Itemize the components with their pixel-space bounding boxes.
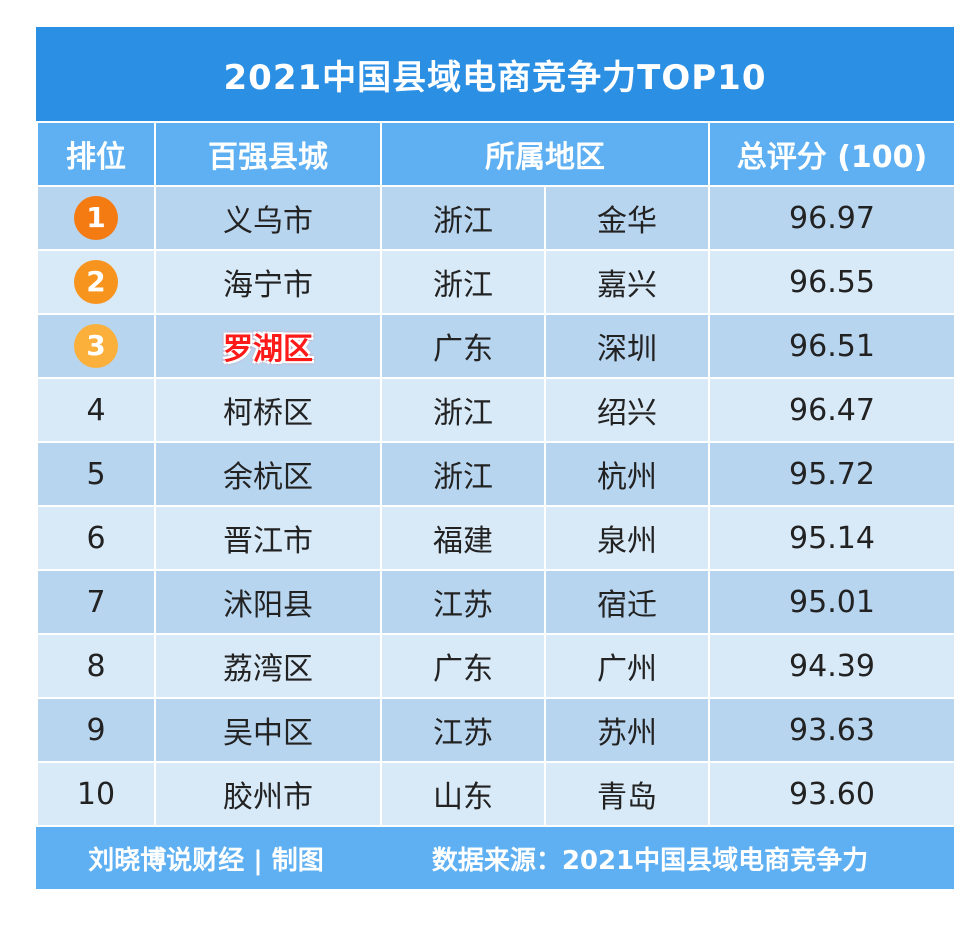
city-cell: 宿迁 — [544, 569, 710, 635]
rank-cell: 9 — [36, 697, 156, 763]
table-row: 9 吴中区 江苏 苏州 93.63 — [36, 697, 956, 763]
score-cell: 96.97 — [708, 185, 956, 251]
province-cell: 浙江 — [380, 249, 546, 315]
county-cell: 罗湖区 — [154, 313, 382, 379]
score-cell: 96.51 — [708, 313, 956, 379]
table-row: 10 胶州市 山东 青岛 93.60 — [36, 761, 956, 827]
province-cell: 浙江 — [380, 185, 546, 251]
rank-cell: 3 — [36, 313, 156, 379]
county-cell: 海宁市 — [154, 249, 382, 315]
city-cell: 绍兴 — [544, 377, 710, 443]
score-cell: 96.55 — [708, 249, 956, 315]
county-cell: 余杭区 — [154, 441, 382, 507]
county-cell: 荔湾区 — [154, 633, 382, 699]
footer-credit: 刘晓博说财经 | 制图 — [88, 845, 324, 876]
table-row: 7 沭阳县 江苏 宿迁 95.01 — [36, 569, 956, 635]
city-cell: 广州 — [544, 633, 710, 699]
province-cell: 浙江 — [380, 377, 546, 443]
highlighted-county: 罗湖区 — [223, 332, 313, 367]
header-score: 总评分 (100) — [708, 121, 956, 187]
table-row: 5 余杭区 浙江 杭州 95.72 — [36, 441, 956, 507]
rank-medal-silver-icon: 2 — [74, 260, 118, 304]
rank-medal-gold-icon: 1 — [74, 196, 118, 240]
county-cell: 义乌市 — [154, 185, 382, 251]
ranking-table-card: 2021中国县域电商竞争力TOP10 排位 百强县城 所属地区 总评分 (100… — [36, 27, 956, 889]
table-title: 2021中国县域电商竞争力TOP10 — [36, 27, 954, 121]
score-cell: 94.39 — [708, 633, 956, 699]
city-cell: 苏州 — [544, 697, 710, 763]
rank-medal-bronze-icon: 3 — [74, 324, 118, 368]
county-cell: 柯桥区 — [154, 377, 382, 443]
city-cell: 深圳 — [544, 313, 710, 379]
header-region: 所属地区 — [380, 121, 710, 187]
county-cell: 沭阳县 — [154, 569, 382, 635]
score-cell: 95.14 — [708, 505, 956, 571]
city-cell: 嘉兴 — [544, 249, 710, 315]
score-cell: 93.60 — [708, 761, 956, 827]
province-cell: 山东 — [380, 761, 546, 827]
score-cell: 95.72 — [708, 441, 956, 507]
rank-cell: 10 — [36, 761, 156, 827]
score-cell: 96.47 — [708, 377, 956, 443]
county-cell: 晋江市 — [154, 505, 382, 571]
city-cell: 泉州 — [544, 505, 710, 571]
county-cell: 胶州市 — [154, 761, 382, 827]
province-cell: 江苏 — [380, 569, 546, 635]
footer-source: 数据来源：2021中国县域电商竞争力 — [431, 845, 869, 876]
header-rank: 排位 — [36, 121, 156, 187]
ranking-table: 排位 百强县城 所属地区 总评分 (100) 1 义乌市 浙江 金华 96.97… — [36, 121, 956, 827]
province-cell: 江苏 — [380, 697, 546, 763]
table-row: 2 海宁市 浙江 嘉兴 96.55 — [36, 249, 956, 315]
score-cell: 93.63 — [708, 697, 956, 763]
table-row: 8 荔湾区 广东 广州 94.39 — [36, 633, 956, 699]
rank-cell: 1 — [36, 185, 156, 251]
city-cell: 金华 — [544, 185, 710, 251]
rank-cell: 7 — [36, 569, 156, 635]
city-cell: 杭州 — [544, 441, 710, 507]
table-row: 6 晋江市 福建 泉州 95.14 — [36, 505, 956, 571]
province-cell: 浙江 — [380, 441, 546, 507]
rank-cell: 5 — [36, 441, 156, 507]
province-cell: 广东 — [380, 633, 546, 699]
table-row: 3 罗湖区 广东 深圳 96.51 — [36, 313, 956, 379]
score-cell: 95.01 — [708, 569, 956, 635]
county-cell: 吴中区 — [154, 697, 382, 763]
header-county: 百强县城 — [154, 121, 382, 187]
rank-cell: 4 — [36, 377, 156, 443]
table-row: 4 柯桥区 浙江 绍兴 96.47 — [36, 377, 956, 443]
city-cell: 青岛 — [544, 761, 710, 827]
table-footer: 刘晓博说财经 | 制图 数据来源：2021中国县域电商竞争力 — [36, 827, 954, 889]
province-cell: 广东 — [380, 313, 546, 379]
header-row: 排位 百强县城 所属地区 总评分 (100) — [36, 121, 956, 187]
rank-cell: 2 — [36, 249, 156, 315]
table-row: 1 义乌市 浙江 金华 96.97 — [36, 185, 956, 251]
province-cell: 福建 — [380, 505, 546, 571]
rank-cell: 6 — [36, 505, 156, 571]
rank-cell: 8 — [36, 633, 156, 699]
